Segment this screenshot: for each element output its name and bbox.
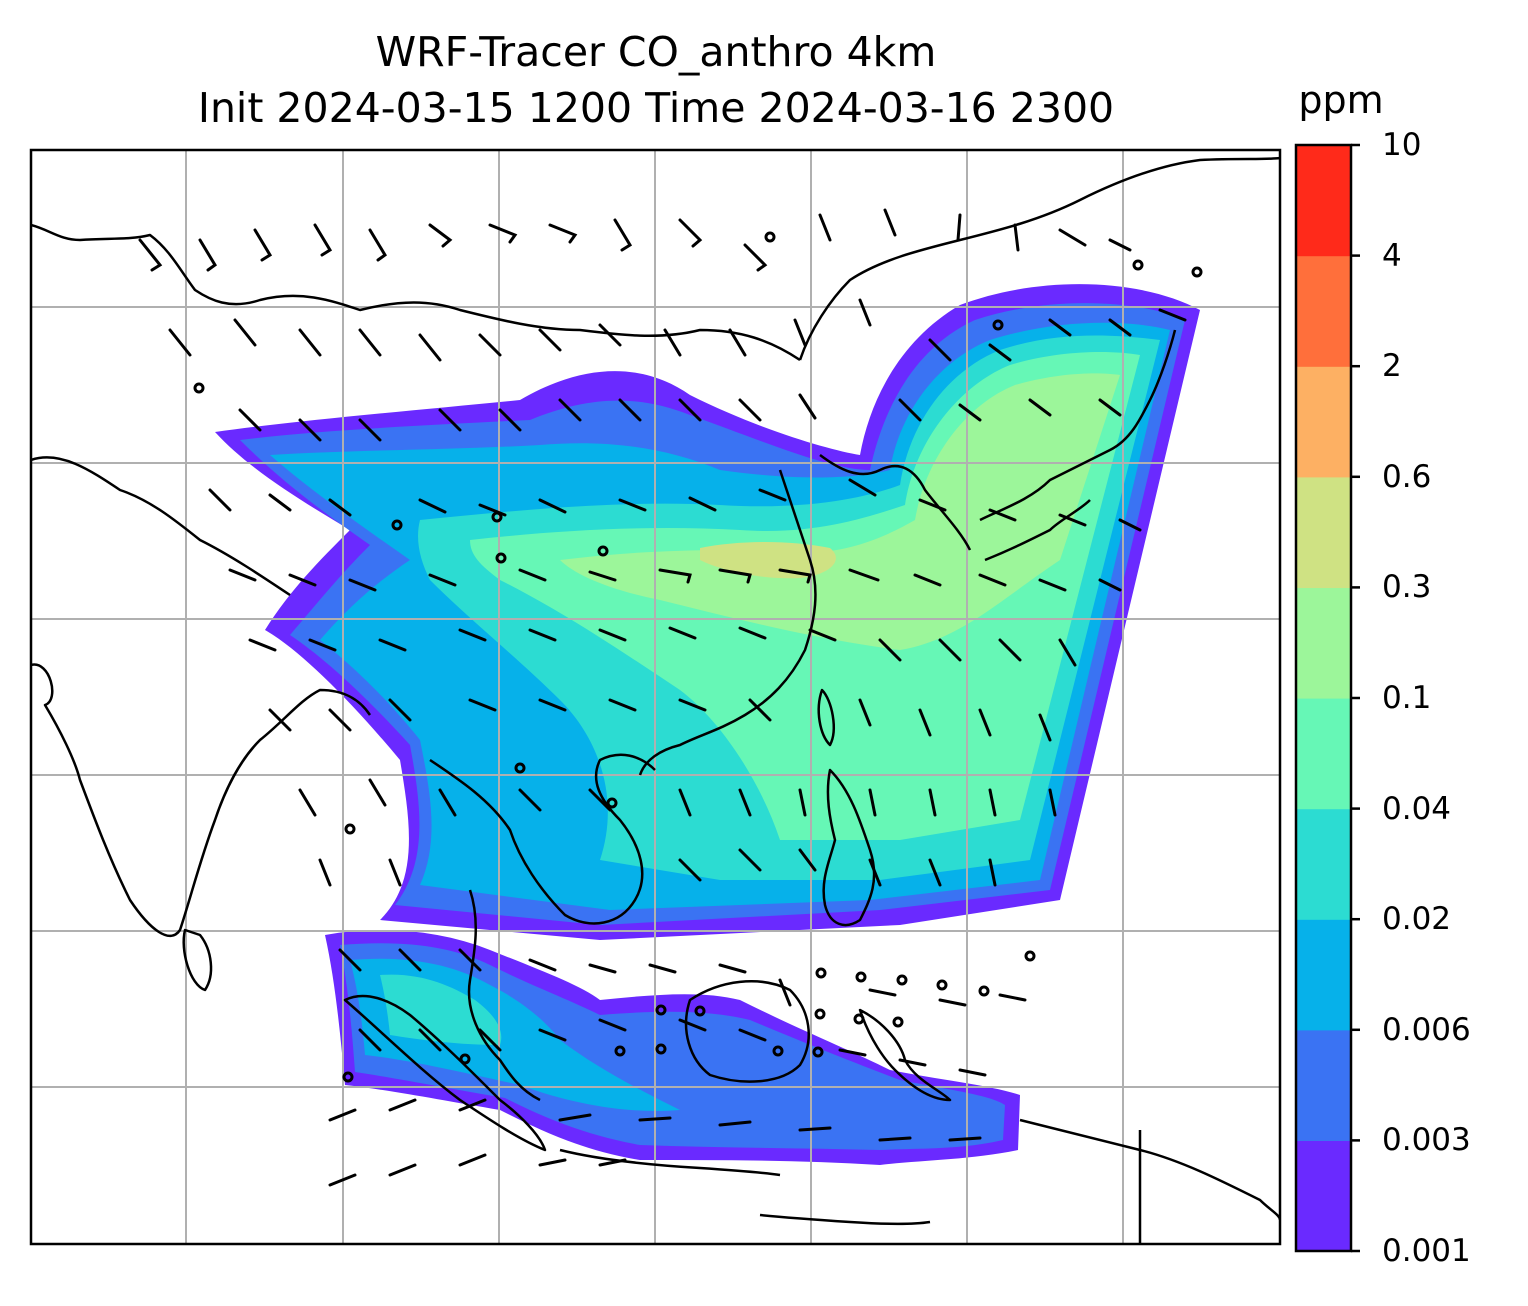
colorbar-band: [1296, 698, 1351, 810]
map-plot-area: [31, 150, 1280, 1244]
map-title-line1: WRF-Tracer CO_anthro 4km: [375, 28, 937, 76]
colorbar-tick-label: 0.02: [1382, 901, 1452, 938]
colorbar: [1294, 143, 1360, 1253]
colorbar-band: [1296, 255, 1351, 367]
colorbar-tick-label: 0.3: [1382, 569, 1432, 606]
map-frame: [29, 148, 1282, 1246]
colorbar-tick-label: 0.003: [1382, 1122, 1471, 1159]
calm-wind-markers: [193, 231, 1203, 1083]
colorbar-band: [1296, 476, 1351, 588]
colorbar-tick-label: 0.001: [1382, 1233, 1471, 1269]
colorbar-tick-label: 0.006: [1382, 1011, 1471, 1048]
colorbar-band: [1296, 919, 1351, 1031]
colorbar-band: [1296, 145, 1351, 257]
map-title-line2: Init 2024-03-15 1200 Time 2024-03-16 230…: [197, 84, 1115, 132]
colorbar-tick-label: 4: [1382, 237, 1402, 274]
wind-barbs: [138, 208, 1187, 1187]
colorbar-band: [1296, 1029, 1351, 1141]
colorbar-tick-label: 0.1: [1382, 680, 1432, 716]
tracer-field-north: [215, 284, 1200, 941]
tracer-field-south: [325, 930, 1020, 1165]
colorbar-tick-label: 10: [1382, 127, 1422, 163]
colorbar-tick-label: 0.6: [1382, 458, 1432, 495]
colorbar-band: [1296, 587, 1351, 699]
colorbar-band: [1296, 1140, 1351, 1252]
coastlines-and-borders: [31, 156, 1280, 1244]
colorbar-band: [1296, 366, 1351, 478]
colorbar-unit-label: ppm: [1298, 78, 1384, 122]
colorbar-tick-label: 2: [1382, 348, 1402, 385]
colorbar-tick-label: 0.04: [1382, 790, 1452, 827]
colorbar-band: [1296, 808, 1351, 920]
